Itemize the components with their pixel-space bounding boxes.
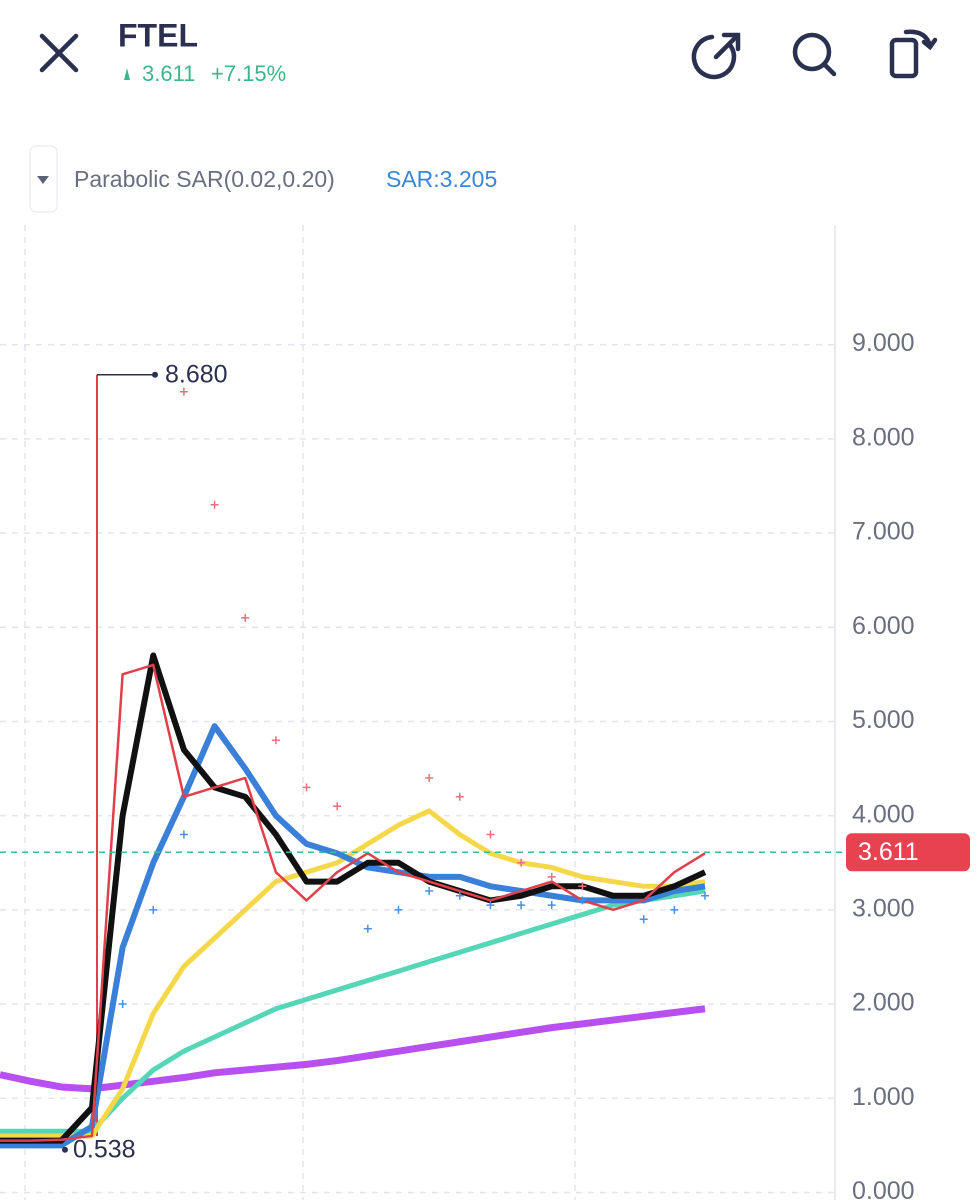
- sar-point: [701, 891, 709, 900]
- high-dot: [152, 371, 158, 378]
- indicator-value: SAR:3.205: [386, 166, 497, 192]
- last-price-label: 3.611: [858, 838, 919, 866]
- dropdown-icon: [37, 176, 49, 184]
- series-line: [0, 663, 706, 1142]
- ticker: FTEL: [118, 17, 198, 53]
- low-label: 0.538: [73, 1135, 136, 1163]
- series-line: [0, 723, 706, 1149]
- y-tick-label: 4.000: [852, 800, 915, 828]
- last-price-tag: [846, 833, 970, 872]
- sar-point: [179, 830, 188, 839]
- sar-point: [455, 891, 464, 900]
- sar-point: [118, 1000, 127, 1009]
- indicator-name: Parabolic SAR(0.02,0.20): [74, 166, 335, 192]
- sar-point: [333, 802, 342, 811]
- share-button[interactable]: [691, 32, 741, 80]
- sar-point: [486, 901, 495, 910]
- sar-point: [210, 500, 219, 509]
- price: 3.611: [142, 61, 195, 86]
- sar-point: [425, 773, 434, 782]
- sar-point: [547, 901, 556, 910]
- sar-point: [302, 783, 311, 792]
- sar-point: [517, 858, 526, 867]
- sar-point: [639, 915, 648, 924]
- y-tick-label: 6.000: [852, 612, 915, 640]
- y-tick-label: 8.000: [852, 423, 915, 451]
- sar-point: [179, 387, 188, 396]
- sar-point: [241, 613, 250, 622]
- sar-point: [271, 736, 280, 745]
- sar-point: [455, 792, 464, 801]
- sar-point: [670, 905, 679, 914]
- change: +7.15%: [211, 61, 286, 86]
- low-dot: [62, 1146, 68, 1153]
- series-line: [0, 652, 707, 1144]
- search-button[interactable]: [792, 32, 837, 77]
- up-icon: [124, 68, 130, 80]
- series-line: [0, 1005, 706, 1093]
- sar-point: [578, 896, 587, 905]
- sar-point: [517, 901, 526, 910]
- sar-point: [425, 887, 434, 896]
- sar-point: [547, 872, 556, 881]
- y-tick-label: 2.000: [852, 989, 915, 1017]
- series-line: [0, 808, 706, 1139]
- sar-point: [486, 830, 495, 839]
- y-tick-label: 7.000: [852, 518, 915, 546]
- sar-point: [149, 905, 158, 914]
- sar-point: [578, 882, 587, 891]
- high-label: 8.680: [165, 360, 228, 388]
- series-line: [0, 888, 706, 1134]
- y-tick-label: 3.000: [852, 894, 915, 922]
- y-tick-label: 9.000: [852, 329, 915, 357]
- y-tick-label: 1.000: [852, 1083, 915, 1111]
- vertical-grid: [24, 225, 576, 1200]
- sar-point: [394, 905, 403, 914]
- close-button[interactable]: [39, 33, 79, 73]
- y-tick-label: 0.000: [852, 1177, 915, 1200]
- y-tick-label: 5.000: [852, 706, 915, 734]
- rotate-button[interactable]: [889, 29, 938, 79]
- sar-point: [363, 924, 372, 933]
